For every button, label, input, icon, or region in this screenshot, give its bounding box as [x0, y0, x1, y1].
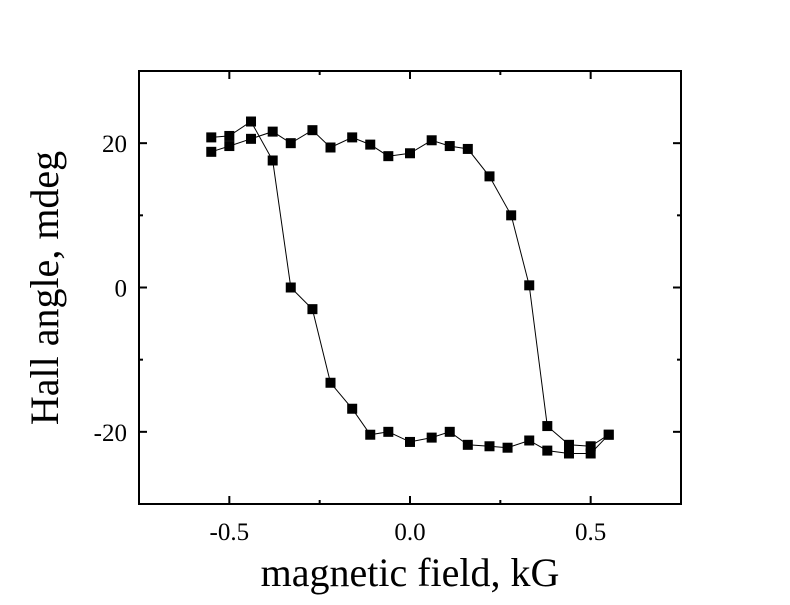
data-point — [462, 439, 473, 450]
data-point — [267, 155, 278, 166]
data-point — [405, 436, 415, 447]
series-lines — [211, 120, 610, 454]
series-line-1 — [211, 129, 609, 447]
data-point — [506, 210, 517, 221]
data-point — [347, 132, 358, 143]
tick-labels: -0.5 0.0 0.5 -20 0 20 — [94, 131, 607, 546]
data-point — [585, 441, 596, 452]
data-point — [285, 282, 296, 293]
x-tick-label: 0.0 — [394, 519, 425, 546]
data-point — [462, 143, 473, 154]
data-point — [206, 146, 217, 157]
data-point — [563, 439, 574, 450]
y-tick-label: -20 — [94, 420, 127, 447]
y-tick-label: 0 — [115, 276, 128, 303]
data-point — [246, 116, 257, 127]
series-line-2 — [211, 120, 610, 454]
data-point — [484, 441, 495, 452]
data-point — [224, 141, 235, 152]
data-point — [325, 142, 336, 153]
data-point — [426, 135, 437, 146]
data-point — [502, 442, 513, 453]
x-tick-label: 0.5 — [575, 519, 606, 546]
data-point — [383, 151, 394, 162]
data-point — [524, 280, 535, 291]
data-point — [603, 429, 614, 440]
data-point — [246, 133, 257, 144]
y-axis-label: Hall angle, mdeg — [22, 151, 67, 425]
data-point — [563, 448, 574, 459]
data-point — [347, 403, 358, 414]
data-point — [285, 138, 296, 149]
data-point — [365, 429, 376, 440]
data-point — [307, 304, 318, 315]
data-point — [484, 171, 495, 182]
data-point — [542, 421, 553, 432]
data-point — [426, 432, 437, 443]
data-point — [365, 139, 376, 150]
axis-ticks — [138, 70, 682, 505]
data-point — [206, 132, 217, 143]
data-point — [383, 426, 394, 437]
data-point — [585, 448, 596, 459]
data-point — [325, 377, 336, 388]
data-point — [405, 148, 415, 159]
data-point — [444, 426, 455, 437]
x-axis-label: magnetic field, kG — [261, 550, 560, 595]
data-point — [267, 126, 278, 137]
data-point — [307, 125, 318, 136]
data-point — [524, 435, 535, 446]
x-tick-label: -0.5 — [210, 519, 250, 546]
series-markers — [206, 116, 614, 459]
data-point — [224, 130, 235, 141]
data-point — [444, 141, 455, 152]
y-tick-label: 20 — [102, 131, 127, 158]
data-point — [542, 445, 553, 456]
